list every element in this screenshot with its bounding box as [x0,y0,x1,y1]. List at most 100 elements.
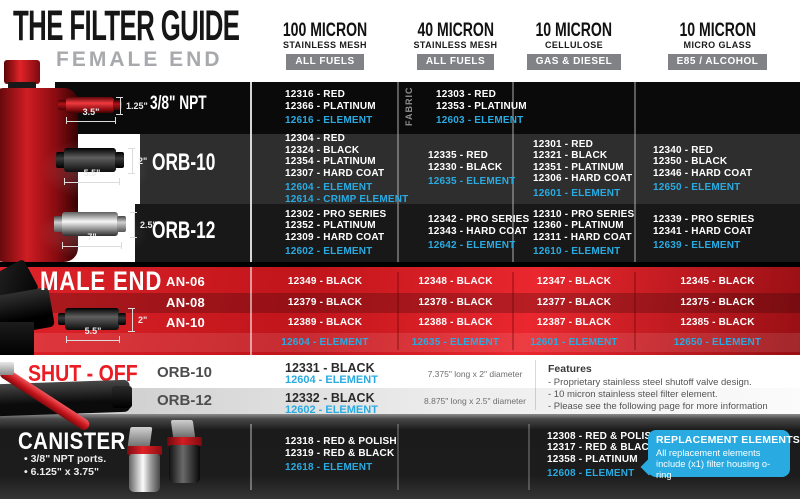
orb10-filter-photo [56,146,124,174]
filter-end [54,216,63,232]
column-divider [634,82,636,262]
part-number: 12316 - RED [285,89,346,101]
canister-silver-body [129,454,160,492]
column-subtitle: STAINLESS MESH [413,40,498,50]
male-row-an06: AN-06 12349 - BLACK 12348 - BLACK 12347 … [0,270,800,293]
dimension-height: 2.5" [140,220,157,230]
dimension-width: 5.5" [83,168,101,178]
size-note: 7.375" long x 2" diameter [427,369,523,379]
part-number: 12354 - PLATINUM [285,156,376,167]
part-number: 12341 - HARD COAT [653,225,753,237]
part-number: 12377 - BLACK [536,297,612,308]
dimension-width: 5.5" [84,326,102,336]
column-header-100-micron: 100 MICRON STAINLESS MESH ALL FUELS [252,21,398,70]
row-orb12 [0,204,800,262]
row-label-npt: 3/8" NPT [150,93,207,114]
part-number: 12351 - PLATINUM [533,161,624,173]
dimension-line: 3.5" [66,107,116,124]
part-number: 12306 - HARD COAT [533,173,633,185]
column-title: 40 MICRON [417,20,494,41]
dimension-line: 5.5" [64,168,120,185]
part-number: 12302 - PRO SERIES [285,208,387,220]
fitting-body [0,322,34,355]
column-title: 10 MICRON [535,20,613,41]
column-divider [512,272,514,350]
filter-body [64,148,116,172]
dimension-width: 3.5" [82,107,100,117]
row-label-an10: AN-10 [166,315,206,330]
element-part-number: 12604 - ELEMENT [281,337,369,348]
valve-nut [0,362,14,375]
feature-item: - Please see the following page for more… [548,401,768,412]
part-number: 12303 - RED [436,89,497,101]
canister-bullet: • 6.125" x 3.75" [24,466,99,478]
canister-black-body [169,445,200,483]
part-number: 12318 - RED & POLISH [285,436,397,448]
table-cell: 12339 - PRO SERIES 12341 - HARD COAT 126… [635,204,800,262]
filter-end [117,216,126,232]
male-row-an10: AN-10 12389 - BLACK 12388 - BLACK 12387 … [0,313,800,333]
table-cell: 12301 - RED 12321 - BLACK 12351 - PLATIN… [513,134,635,204]
canister-bracket [170,420,196,438]
canister-red-cap [127,446,162,455]
filter-cap [4,60,40,84]
filter-end [56,152,65,168]
part-number: 12339 - PRO SERIES [653,214,755,226]
filter-body [62,212,118,236]
part-number: 12346 - HARD COAT [653,167,753,179]
part-number: 12352 - PLATINUM [285,220,376,231]
element-part-number: 12642 - ELEMENT [428,240,516,252]
dimension-line: 2" [128,148,147,174]
table-cell: 12310 - PRO SERIES 12360 - PLATINUM 1231… [513,204,635,262]
part-number: 12353 - PLATINUM [436,100,527,112]
feature-item: - Proprietary stainless steel shutoff va… [548,377,752,388]
replacement-body: All replacement elements include (x1) fi… [656,448,771,480]
filter-body [66,97,114,113]
feature-item: - 10 micron stainless steel filter eleme… [548,389,718,400]
part-number: 12342 - PRO SERIES [428,214,530,226]
table-cell: 12308 - RED & POLISH 12317 - RED & BLACK… [513,424,660,486]
fuel-badge: E85 / ALCOHOL [667,54,768,70]
part-number: 12358 - PLATINUM [547,453,638,465]
replacement-title: REPLACEMENT ELEMENTS [656,434,800,446]
male-filter-photo [58,306,126,332]
column-divider [512,82,514,262]
table-cell: 12340 - RED 12350 - BLACK 12346 - HARD C… [635,134,800,204]
filter-end [58,313,66,325]
fuel-badge: ALL FUELS [416,54,495,70]
table-cell: 12304 - RED 12324 - BLACK 12354 - PLATIN… [252,133,409,205]
replacement-elements-callout: REPLACEMENT ELEMENTS All replacement ele… [648,430,800,480]
filter-end [58,100,67,110]
part-number: 12330 - BLACK [428,161,503,173]
male-row-elements: 12604 - ELEMENT 12635 - ELEMENT 12601 - … [0,333,800,352]
male-row-an08: AN-08 12379 - BLACK 12378 - BLACK 12377 … [0,293,800,313]
element-part-number: 12614 - CRIMP ELEMENT [285,193,409,205]
part-number: 12360 - PLATINUM [533,220,624,231]
part-number: 12345 - BLACK [680,276,755,287]
part-number: 12310 - PRO SERIES [533,208,635,220]
dimension-height: 2" [138,315,148,325]
part-number: 12324 - BLACK [285,144,360,156]
part-number: 12350 - BLACK [653,156,728,167]
part-number: 12307 - HARD COAT [285,167,385,179]
part-number: 12375 - BLACK [680,297,755,308]
row-npt [0,82,800,134]
dimension-line: 7" [62,232,122,249]
part-number: 12387 - BLACK [536,317,612,328]
part-number: 12308 - RED & POLISH [547,430,659,442]
element-part-number: 12635 - ELEMENT [411,337,500,348]
part-number: 12378 - BLACK [418,297,493,308]
part-number: 12332 - BLACK [285,391,375,405]
element-part-number: 12618 - ELEMENT [285,462,373,474]
part-number: 12366 - PLATINUM [285,100,376,112]
column-header-10-micron-cellulose: 10 MICRON CELLULOSE GAS & DIESEL [513,20,635,70]
element-part-number: 12604 - ELEMENT [285,182,373,193]
size-note: 8.875" long x 2.5" diameter [424,396,526,406]
element-part-number: 12603 - ELEMENT [436,115,524,127]
male-end-title: MALE END [40,266,163,296]
column-divider [397,424,399,490]
table-cell: 12342 - PRO SERIES 12343 - HARD COAT 126… [398,204,530,262]
element-part-number: 12635 - ELEMENT [428,176,516,188]
table-cell: 12335 - RED 12330 - BLACK 12635 - ELEMEN… [398,134,516,204]
